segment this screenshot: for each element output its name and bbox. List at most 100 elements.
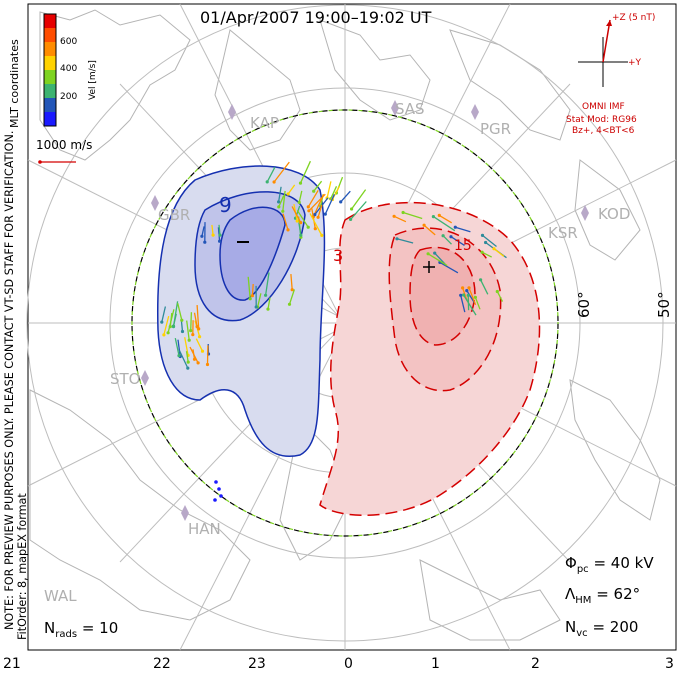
map-title: 01/Apr/2007 19:00–19:02 UT — [200, 8, 432, 27]
velocity-vector — [309, 213, 323, 236]
velocity-vector — [299, 160, 311, 184]
velocity-vector — [201, 226, 205, 237]
velocity-vector — [450, 236, 465, 246]
imf-source-label: OMNI IMF — [582, 102, 625, 112]
imf-model-line-1: Stat Mod: RG96 — [566, 115, 637, 125]
velocity-vectors — [160, 160, 507, 502]
velocity-vector — [177, 303, 183, 321]
stat-lambda-value: = 62° — [596, 585, 641, 603]
velocity-vector — [193, 312, 198, 327]
velocity-vector — [423, 224, 436, 236]
stat-lambda-symbol: Λ — [565, 585, 576, 603]
imf-clock — [578, 19, 628, 87]
reference-vector — [38, 160, 76, 164]
velocity-vector — [474, 297, 481, 310]
velocity-vector — [264, 272, 270, 296]
mlt-coordinates-label: MLT coordinates — [8, 39, 21, 128]
velocity-vector — [463, 294, 477, 316]
vector-origin — [214, 480, 218, 484]
velocity-vector — [311, 207, 316, 229]
station-kap: KAP — [250, 114, 279, 132]
stat-phi-pc: Φpc = 40 kV — [565, 554, 654, 575]
imf-y-label: +Y — [628, 58, 642, 68]
vector-origin — [219, 494, 223, 498]
stat-nrads-sub: rads — [55, 629, 78, 640]
stat-lambda-hm: ΛHM = 62° — [565, 585, 640, 606]
stat-phi-value: = 40 kV — [593, 554, 654, 572]
velocity-vector — [277, 186, 282, 203]
mlt-tick-23: 23 — [248, 656, 266, 672]
station-kod: KOD — [598, 205, 631, 223]
latitude-label-60: 60° — [575, 291, 593, 318]
velocity-vector — [192, 349, 196, 360]
mlt-tick-3: 3 — [665, 656, 674, 672]
velocity-vector — [291, 206, 302, 223]
velocity-vector — [290, 274, 293, 290]
velocity-vector — [296, 209, 309, 228]
station-han: HAN — [188, 520, 221, 538]
stat-nrads-value: = 10 — [81, 619, 119, 637]
velocity-vector — [278, 195, 285, 208]
velocity-vector — [184, 337, 189, 356]
velocity-vector — [439, 261, 459, 274]
velocity-vector — [266, 166, 276, 183]
contour-label-3: 3 — [333, 246, 344, 265]
velocity-vector — [178, 350, 189, 369]
velocity-vector — [167, 309, 175, 333]
stat-nrads: Nrads = 10 — [44, 619, 118, 640]
fit-order-note: FitOrder: 8, mapEX format — [16, 493, 29, 640]
velocity-vector — [466, 290, 476, 304]
velocity-vector — [218, 224, 221, 236]
velocity-vector — [211, 224, 214, 236]
velocity-vector — [427, 253, 448, 267]
station-wal: WAL — [44, 587, 77, 605]
velocity-vector — [351, 189, 367, 210]
velocity-vector — [163, 315, 170, 336]
mlt-tick-22: 22 — [153, 656, 171, 672]
stat-nvc-sub: vc — [576, 628, 588, 639]
reference-vector-label: 1000 m/s — [36, 138, 93, 152]
velocity-vector — [393, 215, 407, 223]
velocity-vector — [307, 189, 319, 208]
velocity-vector — [434, 252, 446, 265]
station-sas: SAS — [395, 100, 425, 118]
vector-origin — [191, 333, 195, 337]
stat-phi-symbol: Φ — [565, 554, 577, 572]
velocity-vector — [287, 184, 296, 195]
contour-label-9: 9 — [219, 193, 232, 217]
plot-frame — [27, 3, 677, 651]
vector-origin — [213, 498, 217, 502]
velocity-vector — [330, 186, 338, 200]
velocity-vector — [313, 180, 323, 192]
velocity-vector — [288, 289, 296, 305]
stat-nvc: Nvc = 200 — [565, 618, 638, 639]
stat-phi-sub: pc — [576, 564, 589, 575]
velocity-vector — [438, 214, 453, 224]
velocity-vector — [480, 279, 489, 295]
velocity-vector — [267, 297, 271, 310]
velocity-vector — [493, 248, 505, 257]
velocity-vector — [251, 283, 254, 296]
velocity-color-bar — [43, 13, 57, 127]
velocity-vector — [481, 251, 492, 258]
velocity-vector — [282, 190, 286, 212]
preview-note: NOTE: FOR PREVIEW PURPOSES ONLY. PLEASE … — [3, 130, 16, 630]
velocity-vector — [433, 216, 456, 232]
velocity-vector — [460, 295, 466, 313]
velocity-vector — [256, 293, 262, 308]
stat-nvc-value: = 200 — [592, 618, 639, 636]
positive-convection-cell — [319, 201, 541, 516]
velocity-vector — [186, 320, 190, 341]
station-sto: STO — [110, 370, 141, 388]
station-markers — [141, 100, 589, 521]
velocity-vector — [455, 226, 471, 233]
mlt-tick-2: 2 — [531, 656, 540, 672]
velocity-vector — [174, 337, 180, 356]
velocity-tick-200: 200 — [60, 92, 78, 102]
stat-nrads-symbol: N — [44, 619, 56, 637]
velocity-vector — [442, 235, 452, 245]
velocity-vector — [161, 306, 167, 323]
station-pgr: PGR — [480, 120, 512, 138]
latitude-label-50: 50° — [655, 291, 673, 318]
